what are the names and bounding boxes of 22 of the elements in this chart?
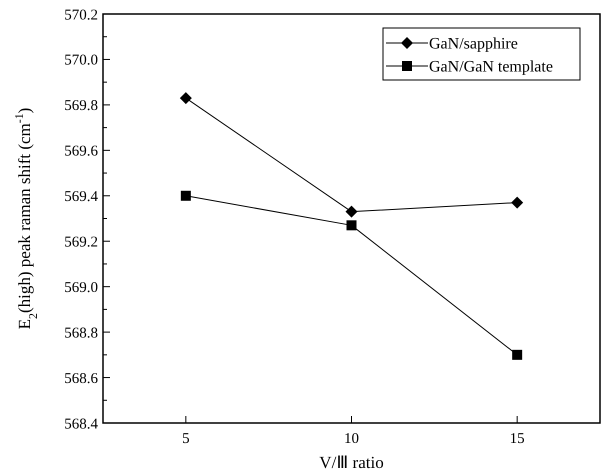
y-tick-label: 569.6 <box>64 144 98 160</box>
y-tick-label: 570.2 <box>64 7 98 24</box>
y-tick-label: 568.8 <box>64 325 98 342</box>
point <box>346 220 356 230</box>
point <box>180 190 191 201</box>
y-tick-label: 569.0 <box>64 280 98 296</box>
y-tick-label: 569.2 <box>64 234 98 250</box>
x-axis-title: V/Ⅲ ratio <box>319 453 384 472</box>
legend-label: GaN/GaN template <box>429 58 553 76</box>
x-tick-label: 15 <box>510 431 525 447</box>
x-tick-label: 10 <box>344 431 359 447</box>
point <box>346 206 358 218</box>
y-tick-label: 569.4 <box>64 189 98 206</box>
y-tick-label: 568.6 <box>64 370 98 387</box>
point <box>512 350 522 360</box>
x-tick-label: 5 <box>182 431 190 447</box>
point <box>180 92 192 104</box>
point <box>511 196 524 209</box>
y-tick-label: 570.0 <box>64 52 98 69</box>
legend-label: GaN/sapphire <box>429 36 518 53</box>
y-tick-label: 569.8 <box>64 98 98 114</box>
y-tick-label: 568.4 <box>64 416 98 432</box>
